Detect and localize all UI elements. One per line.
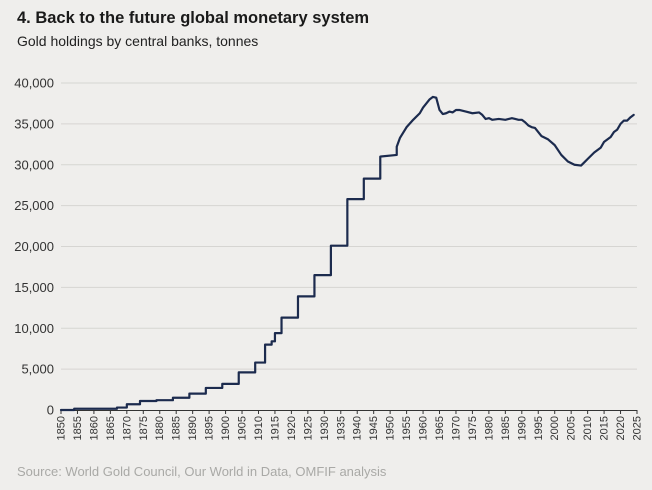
x-tick-label: 1890 [187,416,199,440]
x-tick-label: 1940 [352,416,364,440]
y-tick-label: 15,000 [14,280,54,295]
x-tick-label: 1935 [335,416,347,440]
x-tick-label: 1860 [88,416,100,440]
y-tick-label: 10,000 [14,321,54,336]
x-tick-label: 1930 [319,416,331,440]
y-tick-label: 25,000 [14,198,54,213]
x-tick-label: 1905 [237,416,249,440]
x-tick-label: 1945 [368,416,380,440]
x-tick-label: 1915 [269,416,281,440]
x-tick-label: 1990 [516,416,528,440]
x-tick-label: 1970 [450,416,462,440]
x-tick-label: 2010 [582,416,594,440]
x-tick-label: 1965 [434,416,446,440]
y-tick-label: 20,000 [14,239,54,254]
y-tick-label: 40,000 [14,76,54,91]
x-tick-label: 2025 [632,416,644,440]
source-note: Source: World Gold Council, Our World in… [17,464,387,479]
x-tick-label: 2020 [615,416,627,440]
x-tick-label: 1920 [286,416,298,440]
x-tick-label: 1910 [253,416,265,440]
x-tick-label: 2005 [566,416,578,440]
gridlines [61,82,637,370]
x-tick-label: 1980 [483,416,495,440]
x-tick-label: 1975 [467,416,479,440]
x-tick-label: 1925 [302,416,314,440]
x-tick-label: 1950 [385,416,397,440]
x-tick-label: 1880 [154,416,166,440]
y-tick-label: 0 [47,403,54,418]
x-axis-ticks: 1850 1855 1860 1865 1870 1875 1880 1885 1890 1895… [56,410,644,440]
x-tick-label: 1870 [121,416,133,440]
x-tick-label: 1875 [138,416,150,440]
x-tick-label: 2000 [549,416,561,440]
x-tick-label: 1865 [105,416,117,440]
line-chart: 0 5,000 10,000 15,000 20,000 25,000 30,000 35,0… [14,76,644,441]
x-tick-label: 1850 [56,416,68,440]
x-tick-label: 1960 [418,416,430,440]
x-tick-label: 2015 [599,416,611,440]
y-tick-label: 35,000 [14,116,54,131]
x-tick-label: 1995 [533,416,545,440]
y-tick-label: 5,000 [21,362,54,377]
x-tick-label: 1985 [500,416,512,440]
x-tick-label: 1895 [204,416,216,440]
x-tick-label: 1955 [401,416,413,440]
x-tick-label: 1855 [72,416,84,440]
series-layer [59,95,635,412]
x-tick-label: 1885 [171,416,183,440]
chart-subtitle: Gold holdings by central banks, tonnes [17,33,259,49]
series-line [59,95,635,412]
y-axis-ticks: 0 5,000 10,000 15,000 20,000 25,000 30,000 35,0… [14,76,54,418]
y-tick-label: 30,000 [14,157,54,172]
chart-title: 4. Back to the future global monetary sy… [17,9,370,27]
x-tick-label: 1900 [220,416,232,440]
